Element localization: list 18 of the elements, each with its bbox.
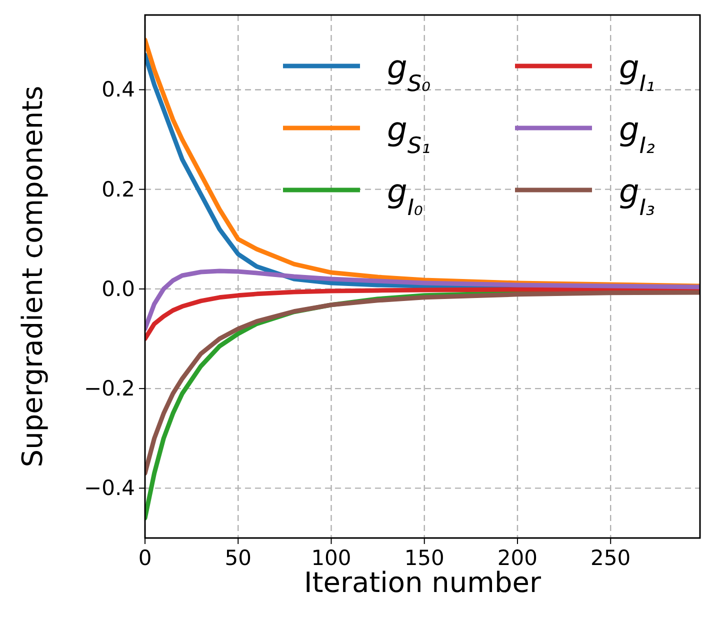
- y-tick-label: 0.0: [102, 276, 135, 301]
- y-tick-label: −0.2: [84, 376, 135, 401]
- x-tick-label: 0: [138, 546, 152, 570]
- legend-label: g$_{S₁}$: [387, 110, 431, 159]
- line-series: [145, 287, 700, 342]
- legend-label: g$_{I₀}$: [387, 172, 423, 221]
- line-series: [145, 290, 700, 476]
- y-tick-label: −0.4: [84, 476, 135, 500]
- y-tick-label: 0.4: [102, 78, 135, 102]
- y-axis-title: Supergradient components: [16, 86, 49, 468]
- y-tick-label: 0.2: [102, 177, 135, 202]
- legend-label: g$_{I₁}$: [619, 48, 655, 97]
- legend-label: g$_{S₀}$: [387, 48, 431, 97]
- legend-label: g$_{I₃}$: [619, 172, 655, 221]
- x-tick-label: 50: [224, 546, 252, 570]
- line-series: [145, 268, 700, 332]
- x-tick-label: 250: [590, 546, 631, 570]
- legend-label: g$_{I₂}$: [619, 110, 655, 159]
